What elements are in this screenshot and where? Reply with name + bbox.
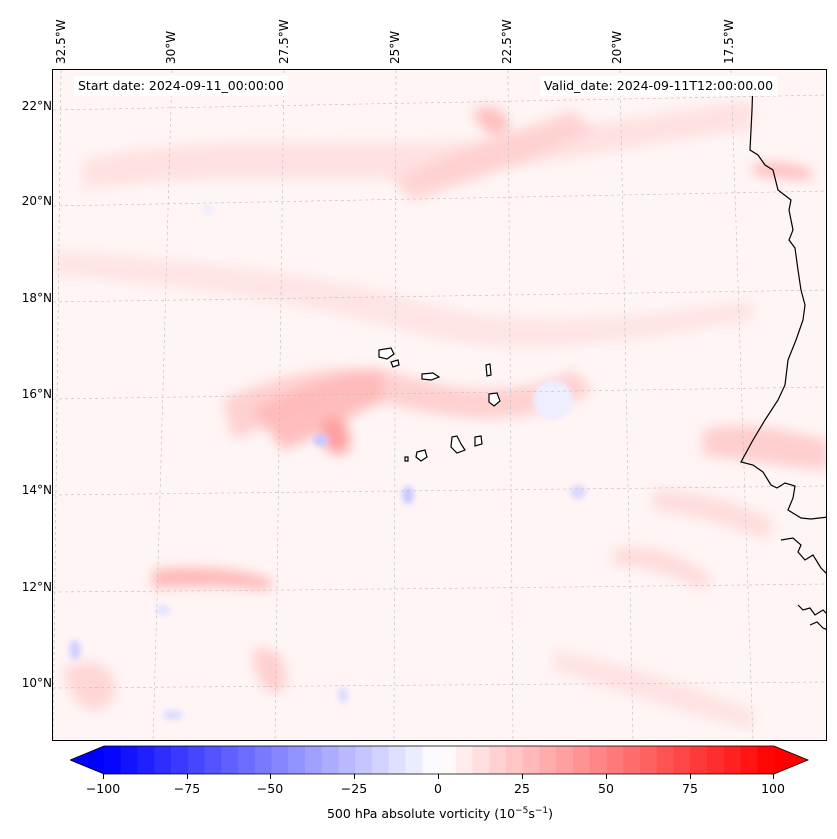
lat-label: 12°N xyxy=(21,580,52,594)
colorbar-step xyxy=(355,746,373,774)
lon-label: 27.5°W xyxy=(277,19,291,64)
colorbar-step xyxy=(673,746,691,774)
colorbar-tickmark xyxy=(773,774,774,779)
colorbar-tick-label: 100 xyxy=(761,781,785,796)
colorbar-step xyxy=(506,746,524,774)
colorbar-step xyxy=(740,746,758,774)
colorbar-step xyxy=(757,746,775,774)
lat-label: 20°N xyxy=(21,194,52,208)
colorbar-tickmark xyxy=(522,774,523,779)
lon-label: 22.5°W xyxy=(500,19,514,64)
colorbar-step xyxy=(288,746,306,774)
colorbar-step xyxy=(656,746,674,774)
colorbar-tick-label: 0 xyxy=(434,781,442,796)
lon-label: 30°W xyxy=(164,30,178,64)
colorbar-step xyxy=(489,746,507,774)
colorbar-step xyxy=(405,746,423,774)
colorbar xyxy=(68,745,810,775)
colorbar-label: 500 hPa absolute vorticity (10−5s−1) xyxy=(326,806,553,822)
colorbar-outline xyxy=(68,745,810,775)
colorbar-step xyxy=(238,746,256,774)
colorbar-tick-label: −25 xyxy=(340,781,368,796)
lat-label: 14°N xyxy=(21,483,52,497)
colorbar-tickmark xyxy=(187,774,188,779)
colorbar-step xyxy=(589,746,607,774)
colorbar-tickmark xyxy=(354,774,355,779)
colorbar-tickmark xyxy=(103,774,104,779)
positive-vorticity-bands xyxy=(53,100,826,730)
negative-vorticity-patches xyxy=(69,205,586,720)
colorbar-tick-label: 25 xyxy=(514,781,530,796)
colorbar-tick-label: 50 xyxy=(598,781,614,796)
colorbar-step xyxy=(522,746,540,774)
start-date-label: Start date: 2024-09-11_00:00:00 xyxy=(74,76,288,96)
colorbar-min-extend xyxy=(70,746,104,774)
colorbar-step xyxy=(137,746,155,774)
colorbar-tick-label: 75 xyxy=(682,781,698,796)
colorbar-step xyxy=(439,746,457,774)
colorbar-step xyxy=(707,746,725,774)
guinea-coast-south xyxy=(809,621,826,630)
colorbar-step xyxy=(187,746,205,774)
colorbar-step xyxy=(690,746,708,774)
vorticity-map[interactable] xyxy=(52,69,827,741)
graticule xyxy=(53,70,826,740)
colorbar-step xyxy=(254,746,272,774)
colorbar-step xyxy=(556,746,574,774)
lat-label: 16°N xyxy=(21,387,52,401)
colorbar-tickmark xyxy=(606,774,607,779)
lon-label: 20°W xyxy=(610,30,624,64)
colorbar-step xyxy=(271,746,289,774)
vorticity-field xyxy=(53,70,826,740)
africa-coastline xyxy=(740,79,826,520)
colorbar-step xyxy=(573,746,591,774)
colorbar-step xyxy=(104,746,122,774)
colorbar-step xyxy=(723,746,741,774)
colorbar-tickmark xyxy=(690,774,691,779)
colorbar-step xyxy=(472,746,490,774)
colorbar-step xyxy=(338,746,356,774)
colorbar-step xyxy=(388,746,406,774)
colorbar-step xyxy=(372,746,390,774)
lon-label: 32.5°W xyxy=(54,19,68,64)
colorbar-step xyxy=(204,746,222,774)
colorbar-step xyxy=(154,746,172,774)
colorbar-step xyxy=(455,746,473,774)
bissagos-islands xyxy=(797,604,826,616)
lon-label: 25°W xyxy=(388,30,402,64)
colorbar-step xyxy=(305,746,323,774)
colorbar-tickmark xyxy=(438,774,439,779)
colorbar-step xyxy=(640,746,658,774)
colorbar-tickmark xyxy=(270,774,271,779)
colorbar-step xyxy=(623,746,641,774)
colorbar-step xyxy=(171,746,189,774)
colorbar-step xyxy=(321,746,339,774)
colorbar-tick-label: −75 xyxy=(173,781,201,796)
guinea-coastline xyxy=(780,537,826,574)
colorbar-gradient xyxy=(68,745,810,775)
lon-label: 17.5°W xyxy=(722,19,736,64)
cape-verde-islands xyxy=(378,347,501,462)
colorbar-step xyxy=(606,746,624,774)
colorbar-max-extend xyxy=(774,746,808,774)
colorbar-tick-label: −100 xyxy=(85,781,121,796)
colorbar-step xyxy=(221,746,239,774)
colorbar-step xyxy=(120,746,138,774)
lat-label: 10°N xyxy=(21,676,52,690)
colorbar-tick-label: −50 xyxy=(256,781,284,796)
colorbar-step xyxy=(422,746,440,774)
valid-date-label: Valid_date: 2024-09-11T12:00:00.00 xyxy=(540,76,778,96)
colorbar-step xyxy=(539,746,557,774)
lat-label: 18°N xyxy=(21,291,52,305)
lat-label: 22°N xyxy=(21,99,52,113)
